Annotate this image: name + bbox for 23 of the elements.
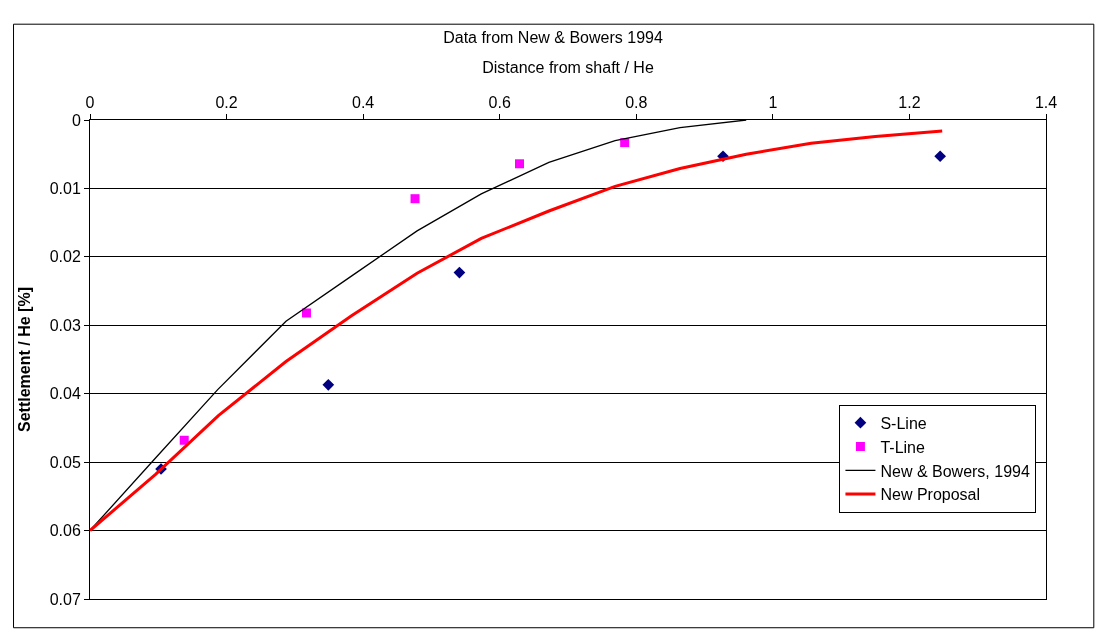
x-tick-label: 0.8 [625, 93, 648, 111]
legend-label: S-Line [880, 414, 927, 432]
y-tick-label: 0.02 [49, 248, 81, 266]
y-tick-label: 0.03 [49, 316, 81, 334]
x-tick-label: 1.2 [898, 93, 921, 111]
x-tick-label: 0.6 [488, 93, 511, 111]
y-axis-title: Settlement / He [%] [15, 287, 33, 432]
x-tick-label: 0.4 [352, 93, 375, 111]
chart-title: Data from New & Bowers 1994 [443, 29, 663, 47]
legend-label: T-Line [880, 438, 926, 456]
y-tick-label: 0.04 [49, 385, 81, 403]
y-tick-label: 0.05 [49, 453, 81, 471]
y-tick-label: 0 [71, 111, 81, 129]
legend-label: New Proposal [880, 486, 981, 504]
y-tick-label: 0.07 [49, 590, 81, 608]
x-tick-label: 1.4 [1034, 93, 1058, 111]
legend-label: New & Bowers, 1994 [880, 462, 1030, 480]
y-tick-label: 0.01 [49, 180, 81, 198]
x-tick-label: 0.2 [215, 93, 238, 111]
x-tick-label: 1 [768, 93, 778, 111]
x-tick-label: 0 [85, 93, 95, 111]
y-tick-label: 0.06 [49, 522, 81, 540]
x-axis-title: Distance from shaft / He [482, 59, 654, 77]
